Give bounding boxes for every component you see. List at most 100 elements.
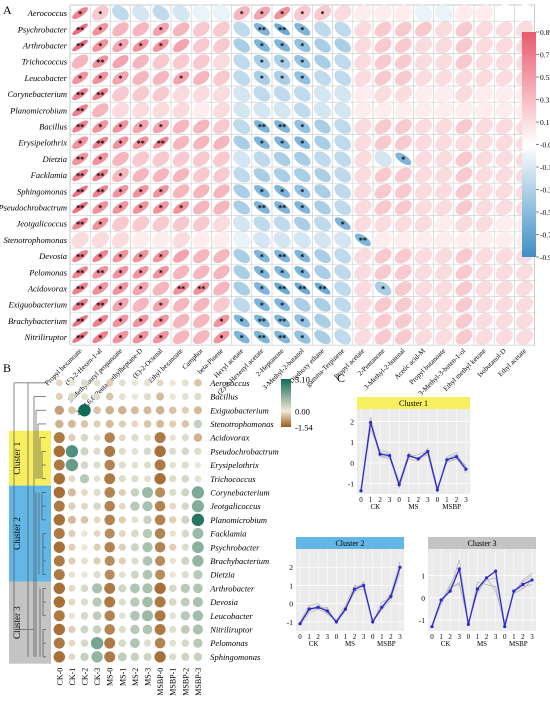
colorbar-a-label: -0.01 — [540, 141, 550, 150]
significance-mark: * — [260, 301, 264, 310]
group-label: CK — [441, 640, 451, 648]
significance-mark: * — [240, 317, 244, 326]
correlation-ellipse — [475, 70, 493, 86]
x-tick-label: 3 — [494, 633, 498, 641]
x-tick-label: 2 — [485, 633, 489, 641]
correlation-ellipse — [253, 102, 271, 119]
significance-mark: ** — [278, 333, 286, 342]
abundance-circle — [68, 625, 76, 634]
correlation-ellipse — [314, 265, 331, 280]
significance-mark: * — [98, 155, 102, 164]
correlation-ellipse — [112, 86, 129, 102]
abundance-circle — [53, 637, 65, 649]
correlation-ellipse — [314, 216, 331, 232]
x-tick-label: 0 — [467, 633, 471, 641]
abundance-circle — [193, 652, 203, 662]
correlation-ellipse — [72, 298, 88, 311]
correlation-ellipse — [274, 201, 291, 214]
correlation-ellipse — [233, 151, 251, 167]
abundance-circle — [131, 434, 139, 442]
correlation-ellipse — [475, 118, 493, 135]
correlation-ellipse — [72, 88, 88, 101]
y-tick-label: 1 — [350, 438, 354, 447]
correlation-ellipse — [414, 199, 433, 216]
column-label-b: CK-0 — [55, 668, 64, 686]
significance-mark: * — [119, 123, 123, 132]
abundance-circle — [81, 571, 88, 578]
correlation-ellipse — [394, 200, 412, 215]
y-tick-label: 0 — [289, 600, 293, 609]
correlation-ellipse — [132, 330, 149, 344]
correlation-ellipse — [253, 330, 270, 344]
correlation-ellipse — [213, 281, 230, 296]
correlation-heatmap: Aerococcus * * * * * * *Psychrobacter ** * * ** ** *A… — [0, 4, 550, 417]
abundance-circle — [104, 459, 115, 471]
column-label-b: MS-2 — [131, 668, 140, 686]
abundance-circle — [181, 474, 190, 483]
abundance-circle — [118, 571, 126, 579]
correlation-ellipse — [213, 184, 230, 199]
correlation-ellipse — [253, 86, 271, 102]
correlation-ellipse — [213, 119, 230, 134]
correlation-ellipse — [132, 119, 149, 134]
correlation-ellipse — [273, 216, 291, 232]
significance-mark: ** — [177, 285, 185, 294]
mean-point — [435, 488, 439, 492]
correlation-ellipse — [394, 264, 412, 280]
correlation-ellipse — [72, 120, 88, 133]
abundance-circle — [192, 528, 204, 540]
significance-mark: * — [300, 317, 304, 326]
mean-point — [416, 457, 420, 461]
correlation-ellipse — [172, 119, 190, 134]
correlation-ellipse — [111, 102, 130, 119]
correlation-ellipse — [273, 168, 291, 183]
correlation-ellipse — [233, 86, 251, 102]
cluster-band — [9, 430, 51, 486]
cluster-title: Cluster 3 — [467, 539, 496, 548]
colorbar-a-label: 0.35 — [540, 96, 550, 105]
significance-mark: * — [159, 333, 163, 342]
abundance-circle — [65, 445, 79, 458]
correlation-ellipse — [132, 151, 150, 167]
abundance-circle — [181, 461, 189, 469]
x-tick-label: 2 — [448, 633, 452, 641]
abundance-circle — [53, 500, 65, 512]
correlation-ellipse — [394, 119, 412, 134]
significance-mark: * — [300, 42, 304, 51]
correlation-ellipse — [495, 151, 513, 167]
correlation-ellipse — [354, 248, 372, 264]
abundance-circle — [143, 392, 152, 401]
correlation-ellipse — [374, 101, 392, 119]
abundance-circle — [68, 653, 76, 661]
correlation-ellipse — [414, 313, 433, 329]
abundance-circle — [156, 392, 165, 401]
abundance-circle — [106, 379, 114, 387]
correlation-ellipse — [293, 86, 311, 102]
correlation-ellipse — [475, 4, 493, 22]
significance-mark: * — [98, 317, 102, 326]
correlation-ellipse — [192, 54, 210, 70]
abundance-circle — [68, 502, 76, 510]
correlation-ellipse — [274, 249, 291, 263]
correlation-ellipse — [233, 38, 250, 53]
correlation-ellipse — [475, 134, 493, 151]
x-tick-label: 2 — [389, 633, 393, 641]
correlation-ellipse — [334, 232, 352, 248]
colorbar-a-label: 0.17 — [540, 118, 550, 127]
correlation-ellipse — [374, 231, 392, 249]
abundance-circle — [142, 610, 153, 622]
correlation-ellipse — [132, 168, 149, 183]
abundance-circle — [130, 406, 139, 415]
correlation-ellipse — [334, 151, 352, 167]
group-label: MSBP — [509, 640, 528, 648]
correlation-ellipse — [152, 298, 170, 312]
x-tick-label: 1 — [307, 633, 311, 641]
significance-mark: * — [159, 123, 163, 132]
correlation-ellipse — [253, 298, 270, 312]
correlation-ellipse — [414, 101, 433, 119]
colorbar-a-label: -0.19 — [540, 163, 550, 172]
correlation-ellipse — [253, 216, 271, 232]
mean-point — [466, 622, 470, 626]
correlation-ellipse — [434, 231, 453, 249]
correlation-ellipse — [435, 151, 453, 167]
